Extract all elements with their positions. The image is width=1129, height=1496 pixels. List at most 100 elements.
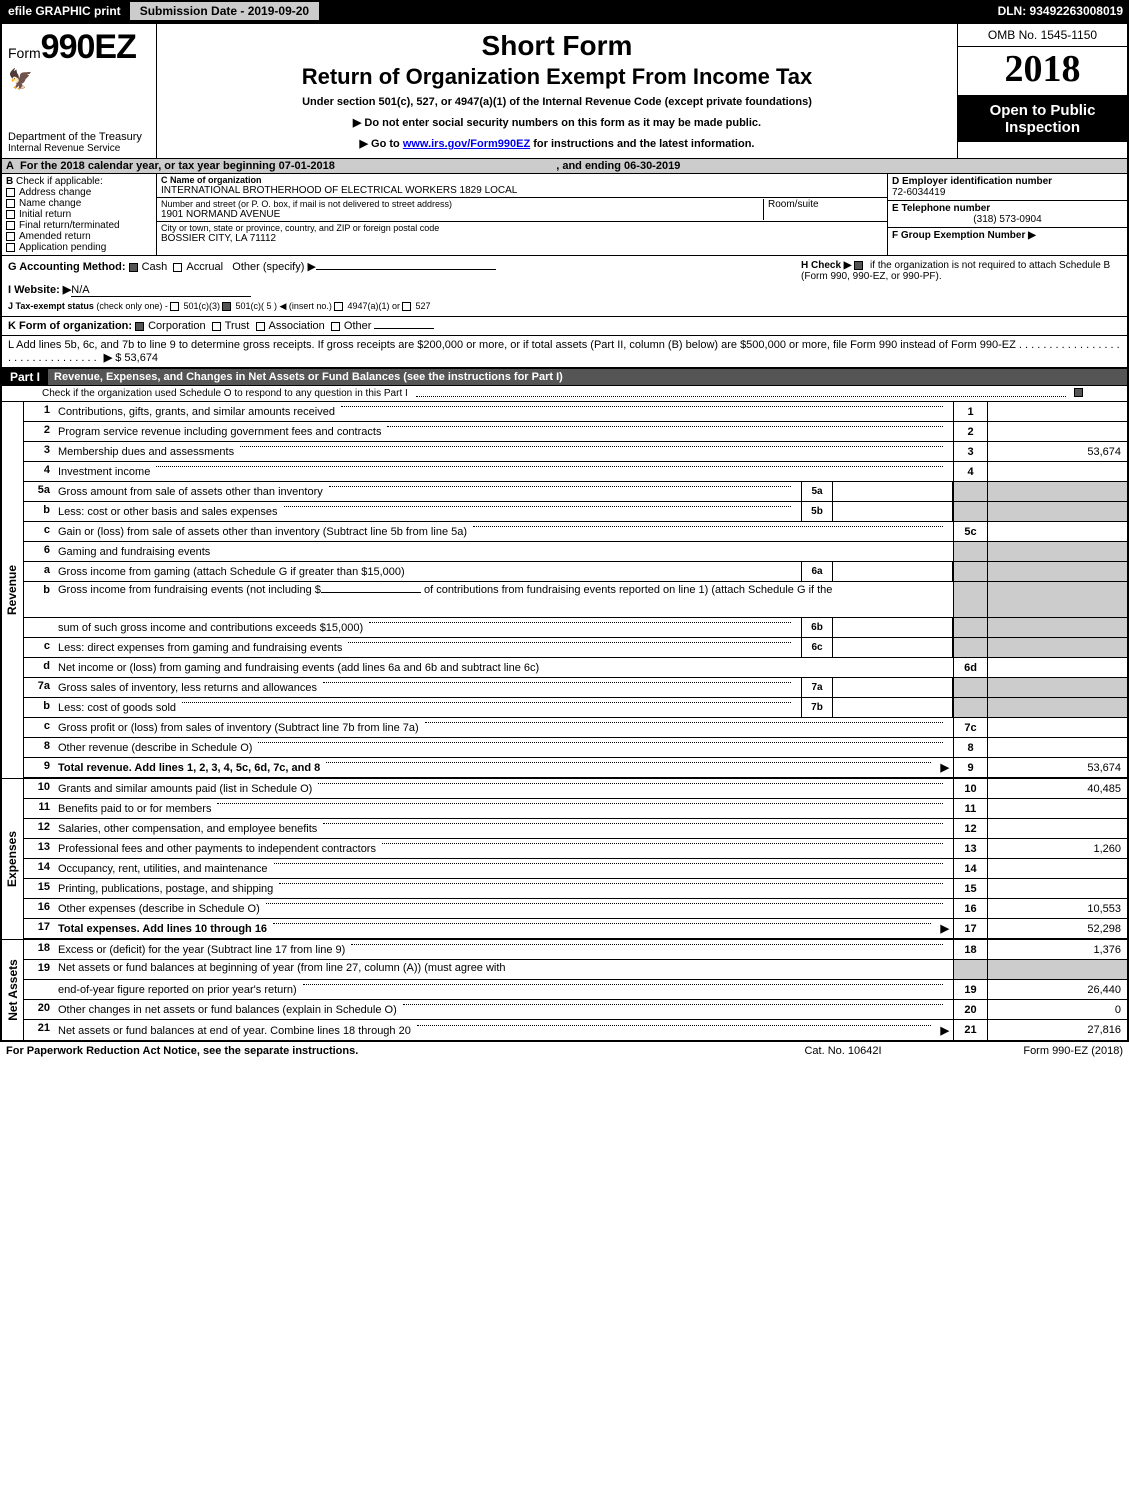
l5b-desc: Less: cost or other basis and sales expe… [58, 506, 278, 518]
city-val: BOSSIER CITY, LA 71112 [161, 233, 883, 244]
l20-num: 20 [24, 1000, 54, 1019]
checkbox-final[interactable] [6, 221, 15, 230]
l6c-box [953, 638, 987, 657]
l6d-desc: Net income or (loss) from gaming and fun… [58, 662, 539, 674]
l6b-d2: of contributions from fundraising events… [424, 584, 832, 596]
l15-num: 15 [24, 879, 54, 898]
l2-box: 2 [953, 422, 987, 441]
l16-desc: Other expenses (describe in Schedule O) [58, 903, 260, 915]
l6d-num: d [24, 658, 54, 677]
l21-box: 21 [953, 1020, 987, 1040]
cb-4947[interactable] [334, 302, 343, 311]
l7b-box [953, 698, 987, 717]
cb-pending-lbl: Application pending [19, 242, 106, 253]
l4-box: 4 [953, 462, 987, 481]
row-l: L Add lines 5b, 6c, and 7b to line 9 to … [2, 336, 1127, 368]
row-a: A For the 2018 calendar year, or tax yea… [2, 159, 1127, 174]
l9-desc: Total revenue. Add lines 1, 2, 3, 4, 5c,… [58, 762, 320, 774]
cb-other-org[interactable] [331, 322, 340, 331]
cb-schedule-b[interactable] [854, 261, 863, 270]
l20-box: 20 [953, 1000, 987, 1019]
opt-501c5: 501(c)( 5 ) ◀ (insert no.) [235, 301, 331, 311]
checkbox-accrual[interactable] [173, 263, 182, 272]
l4-desc: Investment income [58, 466, 150, 478]
l19-val: 26,440 [987, 980, 1127, 999]
org-name-val: INTERNATIONAL BROTHERHOOD OF ELECTRICAL … [161, 185, 883, 196]
efile-label: efile GRAPHIC print [0, 4, 129, 18]
checkbox-address[interactable] [6, 188, 15, 197]
cash-lbl: Cash [142, 261, 168, 273]
checkbox-name[interactable] [6, 199, 15, 208]
l7b-desc: Less: cost of goods sold [58, 702, 176, 714]
under-section: Under section 501(c), 527, or 4947(a)(1)… [167, 96, 947, 108]
footer-mid: Cat. No. 10642I [743, 1045, 943, 1057]
checkbox-cash[interactable] [129, 263, 138, 272]
checkbox-amended[interactable] [6, 232, 15, 241]
cb-501c3[interactable] [170, 302, 179, 311]
col-c: C Name of organization INTERNATIONAL BRO… [157, 174, 887, 255]
checkbox-initial[interactable] [6, 210, 15, 219]
header-row: Form990EZ 🦅 Department of the Treasury I… [2, 24, 1127, 159]
cb-527[interactable] [402, 302, 411, 311]
l19a-val [987, 960, 1127, 979]
cb-final-lbl: Final return/terminated [19, 220, 120, 231]
cb-assoc[interactable] [256, 322, 265, 331]
ein-val: 72-6034419 [892, 187, 1123, 198]
row-ghi: G Accounting Method: Cash Accrual Other … [2, 256, 1127, 317]
l9-val: 53,674 [987, 758, 1127, 777]
cb-corp[interactable] [135, 322, 144, 331]
l7c-num: c [24, 718, 54, 737]
website-lbl: I Website: ▶ [8, 284, 71, 296]
cb-initial-lbl: Initial return [19, 209, 71, 220]
l14-desc: Occupancy, rent, utilities, and maintena… [58, 863, 268, 875]
row-a-mid: , and ending 06-30-2019 [556, 160, 680, 172]
l2-val [987, 422, 1127, 441]
l6b-d3: sum of such gross income and contributio… [58, 622, 363, 634]
l6a-val [987, 562, 1127, 581]
h-text2: (Form 990, 990-EZ, or 990-PF). [801, 271, 942, 282]
l6b-d1: Gross income from fundraising events (no… [58, 584, 321, 596]
return-title: Return of Organization Exempt From Incom… [167, 64, 947, 90]
org-name-lbl: C Name of organization [161, 175, 883, 185]
l12-box: 12 [953, 819, 987, 838]
l7b-num: b [24, 698, 54, 717]
opt-assoc: Association [269, 320, 325, 332]
top-bar: efile GRAPHIC print Submission Date - 20… [0, 0, 1129, 22]
header-mid: Short Form Return of Organization Exempt… [157, 24, 957, 158]
checkbox-pending[interactable] [6, 243, 15, 252]
col-de: D Employer identification number 72-6034… [887, 174, 1127, 255]
other-lbl: Other (specify) ▶ [232, 261, 316, 273]
l5b-num: b [24, 502, 54, 521]
footer: For Paperwork Reduction Act Notice, see … [0, 1042, 1129, 1060]
l20-val: 0 [987, 1000, 1127, 1019]
l15-val [987, 879, 1127, 898]
l11-desc: Benefits paid to or for members [58, 803, 211, 815]
l6a-desc: Gross income from gaming (attach Schedul… [58, 566, 405, 578]
cb-trust[interactable] [212, 322, 221, 331]
open-to-public: Open to Public Inspection [958, 96, 1127, 142]
arrow2-post: for instructions and the latest informat… [530, 138, 754, 150]
l4-val [987, 462, 1127, 481]
row-l-arrow: ▶ [104, 352, 112, 364]
l6b-box [953, 582, 987, 617]
l6b2-val [987, 618, 1127, 637]
opt-527: 527 [415, 301, 430, 311]
l17-val: 52,298 [987, 919, 1127, 938]
l6a-box [953, 562, 987, 581]
l1-box: 1 [953, 402, 987, 421]
l19-d1: Net assets or fund balances at beginning… [58, 962, 506, 974]
cb-name-lbl: Name change [19, 198, 81, 209]
col-b: B Check if applicable: Address change Na… [2, 174, 157, 255]
l6b-sub: 6b [801, 618, 833, 637]
irs-link[interactable]: www.irs.gov/Form990EZ [403, 138, 530, 150]
cb-amended-lbl: Amended return [19, 231, 91, 242]
cb-schedule-o[interactable] [1074, 388, 1083, 397]
l3-box: 3 [953, 442, 987, 461]
l15-box: 15 [953, 879, 987, 898]
accounting-lbl: G Accounting Method: [8, 261, 126, 273]
l5a-subval [833, 482, 953, 501]
cb-501c5[interactable] [222, 302, 231, 311]
side-netassets: Net Assets [2, 940, 24, 1040]
phone-lbl: E Telephone number [892, 203, 1123, 214]
l5a-val [987, 482, 1127, 501]
